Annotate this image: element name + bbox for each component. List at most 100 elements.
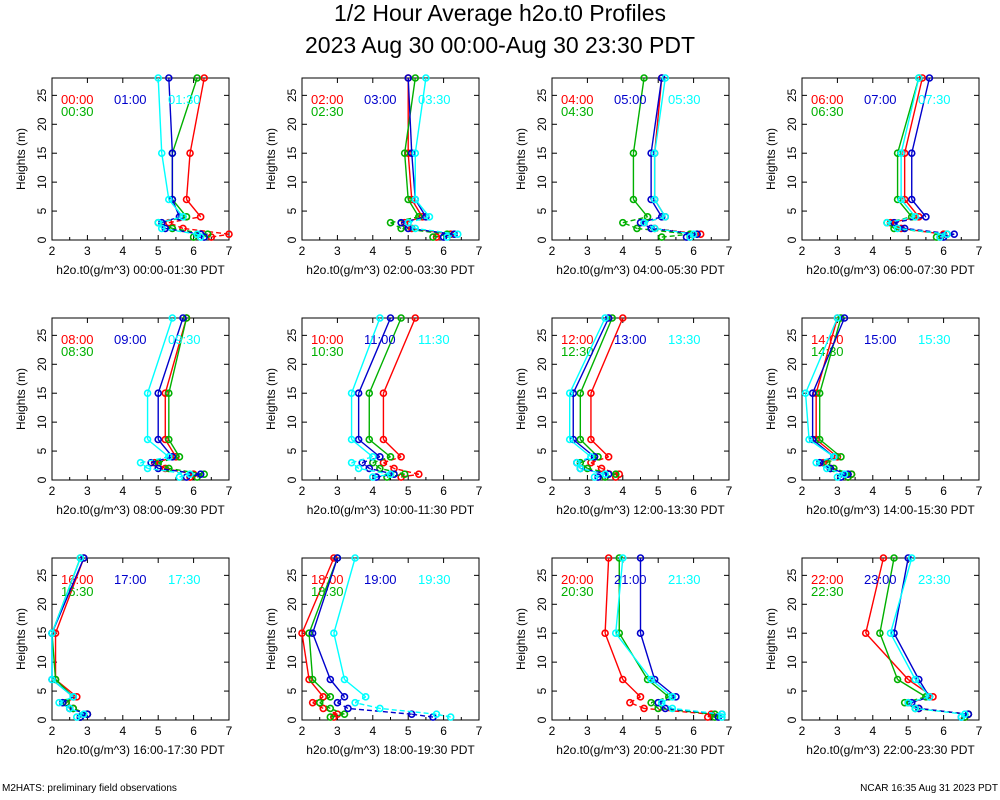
data-point: [618, 218, 627, 227]
data-point: [175, 473, 184, 481]
data-point: [696, 230, 705, 239]
y-tick-label: 10: [35, 415, 49, 429]
profile-panel: 2 3 4 5 6 7 0 5 10 15 20 25 h2o.t0(g/m^3) 12:00-13:3…: [514, 314, 733, 517]
series-segment: [889, 632, 916, 680]
data-point: [411, 314, 420, 322]
data-point: [915, 74, 923, 82]
legend-label: 03:00: [364, 92, 397, 107]
data-point: [929, 693, 937, 701]
data-point: [365, 389, 374, 398]
series-segment: [179, 473, 191, 478]
data-point: [668, 704, 677, 713]
data-point: [361, 693, 370, 701]
series-segment: [819, 317, 842, 394]
series-segment: [158, 216, 184, 224]
data-point: [446, 713, 455, 721]
series-segment: [640, 222, 652, 230]
y-tick-label: 0: [35, 236, 49, 243]
series-segment: [865, 632, 909, 680]
x-axis-label: h2o.t0(g/m^3) 10:00-11:30 PDT: [307, 503, 475, 517]
y-tick-label: 15: [285, 626, 299, 640]
data-point: [565, 435, 574, 444]
data-point: [397, 314, 405, 322]
series-segment: [403, 153, 409, 200]
data-point: [654, 698, 663, 707]
data-point: [72, 713, 81, 721]
data-point: [883, 218, 891, 227]
y-tick-label: 25: [535, 568, 549, 582]
data-point: [907, 149, 916, 158]
series-segment: [369, 467, 395, 475]
legend-label: 05:00: [614, 92, 647, 107]
series-segment: [312, 702, 324, 710]
data-point: [315, 698, 324, 707]
legend-label: 15:00: [864, 332, 897, 347]
y-tick-label: 5: [35, 447, 49, 454]
y-tick-label: 20: [785, 597, 799, 611]
y-tick-label: 25: [785, 568, 799, 582]
series-segment: [312, 679, 331, 698]
legend-label: 20:30: [561, 584, 594, 599]
series-segment: [815, 317, 839, 394]
series-segment: [622, 216, 648, 224]
y-tick-label: 0: [285, 716, 299, 723]
x-tick-label: 7: [226, 484, 233, 498]
data-point: [308, 675, 317, 684]
legend-label: 16:00: [61, 572, 94, 587]
legend-label: 07:00: [864, 92, 897, 107]
series-segment: [661, 233, 691, 238]
x-tick-label: 5: [405, 244, 412, 258]
y-tick-label: 5: [535, 447, 549, 454]
data-point: [154, 435, 162, 444]
series-segment: [900, 77, 920, 154]
data-point: [400, 149, 409, 158]
data-point: [604, 314, 613, 322]
y-axis-label: Heights (m): [264, 608, 278, 670]
data-point: [415, 470, 423, 479]
series-segment: [661, 702, 673, 710]
data-point: [618, 675, 627, 684]
data-point: [597, 464, 606, 473]
data-point: [179, 213, 187, 221]
y-tick-label: 5: [785, 687, 799, 694]
y-tick-label: 0: [35, 716, 49, 723]
y-axis-label: Heights (m): [764, 128, 778, 190]
y-tick-label: 15: [35, 626, 49, 640]
series-segment: [333, 557, 356, 634]
series-segment: [333, 633, 346, 680]
y-tick-label: 25: [35, 88, 49, 102]
x-tick-label: 6: [690, 724, 697, 738]
data-point: [165, 435, 173, 444]
data-point: [411, 74, 420, 82]
data-point: [650, 195, 659, 204]
legend-label: 18:30: [311, 584, 344, 599]
data-point: [157, 224, 166, 233]
series-segment: [650, 678, 673, 698]
y-tick-label: 10: [785, 175, 799, 189]
data-point: [55, 698, 63, 707]
series-segment: [382, 317, 416, 394]
x-tick-label: 5: [155, 244, 162, 258]
legend-label: 02:30: [311, 104, 344, 119]
legend-label: 18:00: [311, 572, 344, 587]
series-segment: [597, 473, 609, 478]
series-segment: [344, 678, 367, 698]
profile-panel: 2 3 4 5 6 7 0 5 10 15 20 25 h2o.t0(g/m^3) 06:00-07:3…: [764, 74, 983, 277]
legend-label: 19:30: [418, 572, 451, 587]
data-point: [143, 389, 152, 398]
series-segment: [636, 227, 691, 235]
data-point: [305, 629, 313, 638]
y-tick-label: 15: [535, 386, 549, 400]
data-point: [386, 218, 395, 227]
y-axis-label: Heights (m): [764, 608, 778, 670]
series-segment: [354, 701, 381, 710]
data-point: [48, 629, 56, 638]
x-tick-label: 5: [655, 244, 662, 258]
series-segment: [319, 702, 331, 710]
x-tick-label: 3: [834, 484, 841, 498]
series-segment: [165, 227, 201, 235]
series-segment: [185, 153, 191, 200]
data-point: [604, 453, 613, 461]
x-tick-label: 6: [940, 724, 947, 738]
series-segment: [897, 678, 927, 698]
